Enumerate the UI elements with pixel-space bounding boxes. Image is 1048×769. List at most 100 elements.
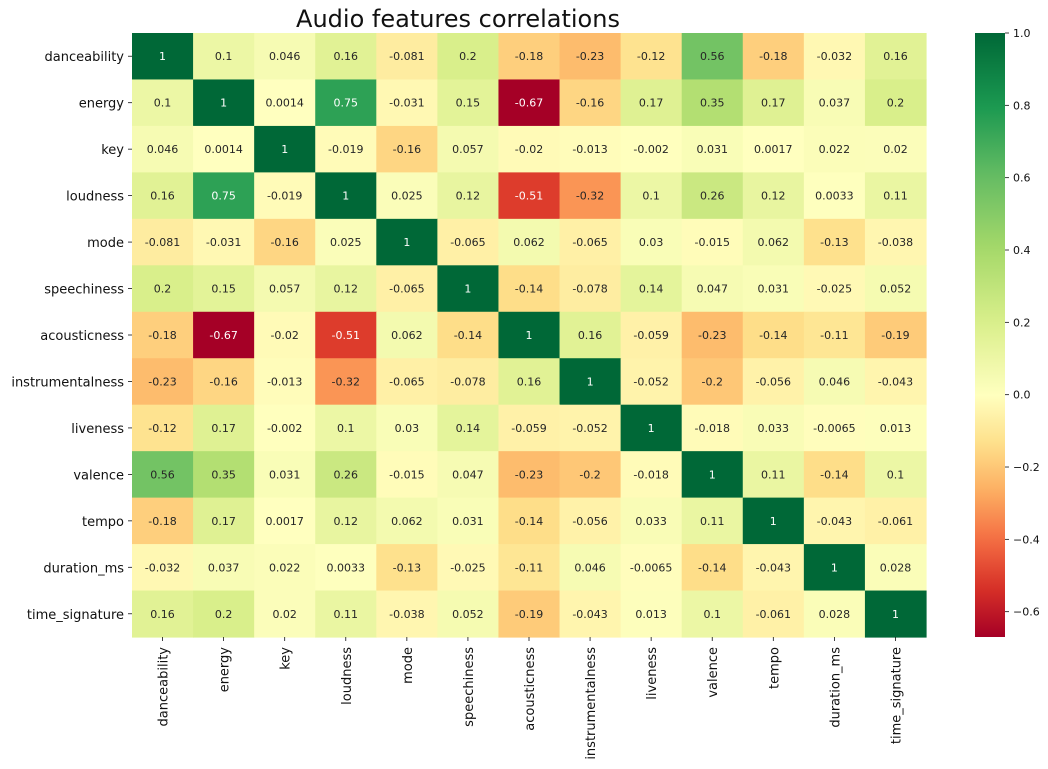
cell-annotation: 0.16: [150, 608, 175, 621]
cell-annotation: 0.052: [452, 608, 484, 621]
cell-annotation: -0.018: [694, 422, 729, 435]
cell-annotation: -0.13: [393, 561, 421, 574]
cell-annotation: 0.11: [700, 515, 725, 528]
heatmap-cell: [437, 497, 500, 545]
heatmap-cell: [315, 33, 377, 81]
cell-annotation: 0.17: [211, 515, 236, 528]
heatmap-cell: [681, 544, 744, 592]
heatmap-cell: [376, 544, 438, 592]
cell-annotation: -0.061: [878, 515, 913, 528]
heatmap-cell: [864, 497, 927, 545]
cell-annotation: 0.2: [887, 97, 905, 110]
cell-annotation: 0.2: [154, 283, 172, 296]
cell-annotation: 0.1: [642, 190, 660, 203]
heatmap-cell: [193, 311, 255, 359]
heatmap-cell: [864, 544, 927, 592]
heatmap-cell: [437, 218, 500, 266]
x-tick-label: energy: [218, 647, 233, 693]
heatmap-cell: [254, 451, 316, 499]
colorbar-tick-label: 1.0: [1013, 27, 1031, 40]
cell-annotation: -0.23: [515, 468, 543, 481]
cell-annotation: -0.081: [389, 50, 424, 63]
heatmap-cell: [315, 265, 377, 313]
cell-annotation: 0.02: [883, 143, 908, 156]
cell-annotation: -0.065: [389, 375, 424, 388]
heatmap-cell: [193, 544, 255, 592]
heatmap-cell: [681, 404, 744, 452]
heatmap-cell: [254, 172, 316, 220]
cell-annotation: 0.057: [452, 143, 484, 156]
y-tick-label: time_signature: [27, 608, 124, 623]
heatmap-cell: [742, 311, 805, 359]
heatmap-cell: [620, 265, 683, 313]
cell-annotation: -0.23: [698, 329, 726, 342]
heatmap-cell: [803, 125, 866, 173]
cell-annotation: 0.17: [211, 422, 236, 435]
colorbar-tick-label: −0.6: [1013, 606, 1040, 619]
heatmap-annotations: 1 0.1 0.046 0.16 -0.081 0.2 -0.18 -0.23 -0.12 0.5…: [145, 50, 913, 621]
heatmap-cell: [132, 79, 194, 127]
cell-annotation: -0.67: [515, 97, 543, 110]
heatmap-cell: [254, 125, 316, 173]
cell-annotation: 0.0033: [815, 190, 854, 203]
heatmap-cell: [437, 404, 500, 452]
heatmap-cell: [559, 172, 622, 220]
cell-annotation: 0.02: [272, 608, 297, 621]
cell-annotation: -0.031: [206, 236, 241, 249]
cell-annotation: -0.052: [633, 375, 668, 388]
heatmap-cell: [132, 590, 194, 638]
cell-annotation: -0.059: [511, 422, 546, 435]
cell-annotation: -0.019: [267, 190, 302, 203]
heatmap-cell: [620, 311, 683, 359]
cell-annotation: 1: [892, 608, 899, 621]
heatmap-cell: [742, 590, 805, 638]
cell-annotation: -0.16: [393, 143, 421, 156]
heatmap-cell: [193, 265, 255, 313]
heatmap-cell: [803, 358, 866, 406]
heatmap-cell: [132, 404, 194, 452]
colorbar-tick-label: 0.4: [1013, 244, 1031, 257]
heatmap-cell: [498, 265, 561, 313]
heatmap-cell: [315, 451, 377, 499]
heatmap-cell: [437, 590, 500, 638]
heatmap-cell: [193, 497, 255, 545]
heatmap-cell: [498, 311, 561, 359]
heatmap-cell: [559, 265, 622, 313]
colorbar-tick-label: 0.8: [1013, 99, 1031, 112]
heatmap-cell: [803, 79, 866, 127]
cell-annotation: 0.062: [391, 515, 423, 528]
cell-annotation: -0.19: [515, 608, 543, 621]
cell-annotation: -0.16: [270, 236, 298, 249]
colorbar-tick-label: −0.4: [1013, 533, 1040, 546]
heatmap-cell: [315, 125, 377, 173]
heatmap-cell: [681, 451, 744, 499]
cell-annotation: 0.046: [574, 561, 606, 574]
y-tick-label: loudness: [66, 190, 124, 205]
heatmap-cell: [132, 265, 194, 313]
cell-annotation: -0.12: [148, 422, 176, 435]
colorbar-tick-label: 0.0: [1013, 389, 1031, 402]
colorbar: 1.0 0.8 0.6 0.4 0.2 0.0 −0.2 −0.4 −0.6: [975, 27, 1040, 637]
heatmap-cell: [620, 218, 683, 266]
cell-annotation: -0.51: [332, 329, 360, 342]
heatmap-cell: [376, 79, 438, 127]
heatmap-cell: [742, 358, 805, 406]
cell-annotation: 0.15: [211, 283, 236, 296]
heatmap-cell: [559, 590, 622, 638]
heatmap-cell: [315, 311, 377, 359]
heatmap-cell: [437, 79, 500, 127]
heatmap-cell: [376, 358, 438, 406]
heatmap-cell: [559, 311, 622, 359]
cell-annotation: -0.16: [209, 375, 237, 388]
heatmap-cell: [864, 451, 927, 499]
cell-annotation: -0.14: [698, 561, 726, 574]
heatmap-cell: [864, 590, 927, 638]
cell-annotation: 0.15: [456, 97, 481, 110]
y-tick-label: speechiness: [44, 283, 124, 298]
heatmap-cell: [803, 33, 866, 81]
cell-annotation: -0.12: [637, 50, 665, 63]
cell-annotation: -0.14: [515, 283, 543, 296]
cell-annotation: -0.19: [881, 329, 909, 342]
cell-annotation: 0.025: [330, 236, 362, 249]
heatmap-cell: [498, 125, 561, 173]
